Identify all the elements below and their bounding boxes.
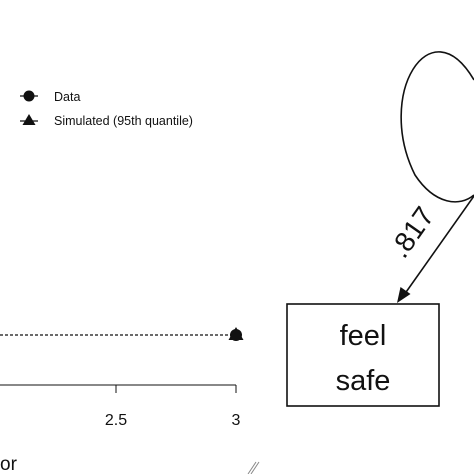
variance-loop: [400, 51, 474, 203]
feel-safe-box: [286, 303, 440, 407]
x-tick-label-2-5: 2.5: [105, 412, 127, 429]
feel-safe-label-line1: feel: [340, 320, 387, 352]
x-axis: 2.5 3 or: [0, 384, 241, 474]
path-arrowhead: [397, 287, 411, 303]
plot-area: [0, 327, 244, 341]
x-axis-title-fragment: or: [0, 454, 18, 474]
simulated-point: [228, 327, 244, 340]
legend-data-label: Data: [54, 90, 80, 104]
path-coefficient: .817: [384, 201, 441, 263]
x-tick-label-3: 3: [232, 412, 241, 429]
path-diagram: .817 feel safe: [286, 51, 474, 407]
legend-simulated-label: Simulated (95th quantile): [54, 114, 193, 128]
legend-data-marker: [23, 90, 35, 102]
cropped-glyph-fragment: [247, 461, 260, 474]
feel-safe-label-line2: safe: [336, 365, 391, 397]
legend: Data Simulated (95th quantile): [20, 90, 193, 128]
path-arrow-shaft: [403, 195, 474, 296]
legend-simulated-marker: [22, 114, 36, 125]
